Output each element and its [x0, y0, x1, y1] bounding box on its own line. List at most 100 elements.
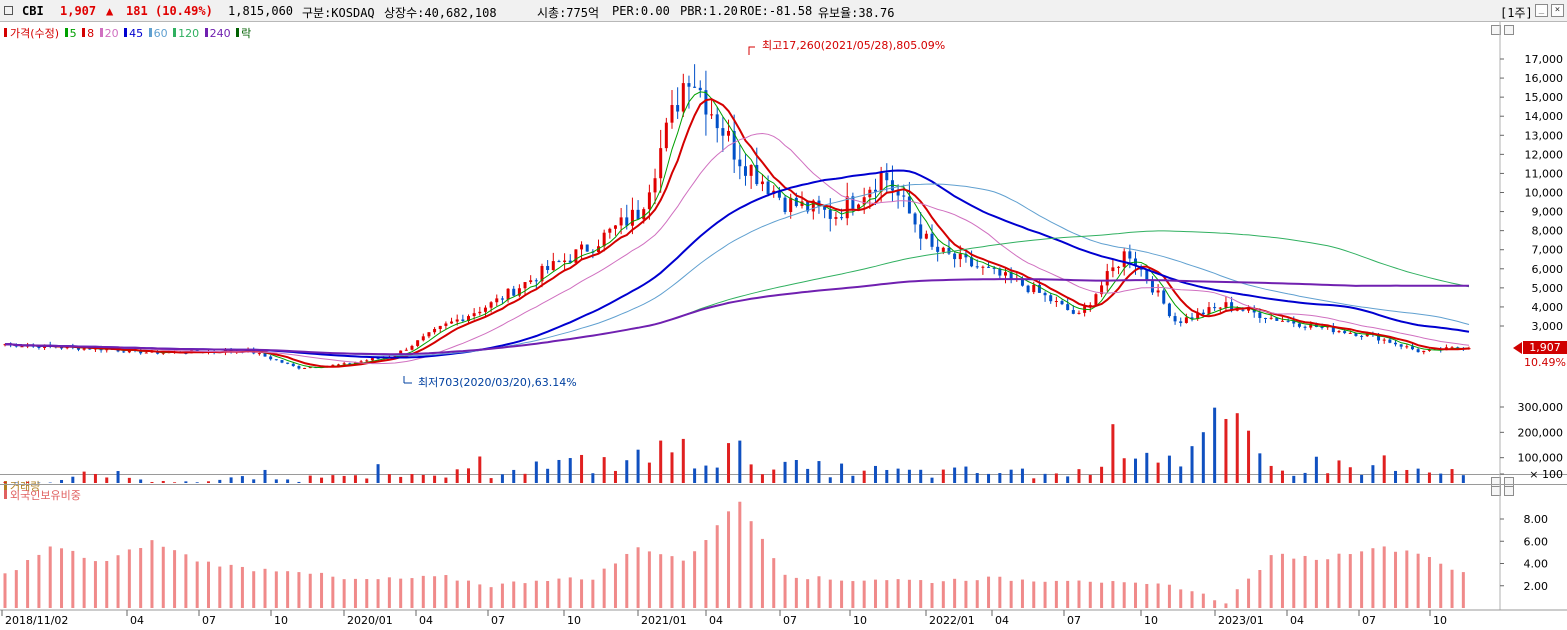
foreign-bar	[738, 501, 742, 608]
foreign-bar	[1066, 580, 1070, 608]
foreign-bar	[455, 580, 459, 608]
legend-item-ma45[interactable]: 45	[122, 27, 143, 40]
x-tick-label: 10	[853, 614, 867, 627]
period-selector[interactable]: [1주]	[1500, 6, 1533, 20]
x-tick-label: 07	[202, 614, 216, 627]
volume-value: 1,815,060	[228, 4, 294, 18]
legend-item-ma240[interactable]: 240	[203, 27, 231, 40]
foreign-bar	[263, 568, 267, 608]
close-button[interactable]: ×	[1551, 4, 1564, 17]
foreign-bar	[478, 584, 482, 608]
current-price-badge: 1,907	[1523, 341, 1567, 354]
foreign-bar	[1100, 582, 1104, 608]
foreign-tick-label: 2.00	[1524, 580, 1549, 593]
foreign-bar	[602, 568, 606, 608]
foreign-bar	[1224, 603, 1228, 608]
foreign-bar	[613, 563, 617, 608]
foreign-bar	[851, 581, 855, 608]
legend-item-ma5[interactable]: 5	[63, 27, 77, 40]
market-label: 구분:KOSDAQ	[302, 6, 375, 20]
foreign-bar	[1247, 578, 1251, 608]
foreign-bar	[320, 572, 324, 608]
x-tick-label: 04	[995, 614, 1009, 627]
foreign-bar	[218, 566, 222, 608]
volume-pane	[0, 475, 1567, 483]
x-tick-label: 04	[130, 614, 144, 627]
foreign-bar	[365, 579, 369, 608]
foreign-bar	[308, 573, 312, 608]
foreign-bar	[523, 583, 527, 608]
foreign-bar	[862, 580, 866, 608]
foreign-bar	[105, 560, 109, 608]
foreign-bar	[512, 581, 516, 608]
legend-item-ma20[interactable]: 20	[98, 27, 119, 40]
foreign-bar	[139, 547, 143, 608]
foreign-bar	[1450, 569, 1454, 608]
foreign-bar	[749, 521, 753, 608]
foreign-bar	[1111, 581, 1115, 608]
menu-square-icon[interactable]	[4, 6, 13, 15]
foreign-bar	[116, 555, 120, 608]
foreign-bar	[421, 575, 425, 608]
current-pct-label: 10.49%	[1524, 356, 1566, 369]
foreign-bar	[998, 576, 1002, 608]
price-value: 1,907	[60, 4, 97, 18]
foreign-bar	[467, 580, 471, 608]
foreign-bar	[1416, 553, 1420, 608]
foreign-bar	[625, 553, 629, 608]
x-tick-label: 10	[1433, 614, 1447, 627]
x-tick-label: 2020/01	[347, 614, 393, 627]
foreign-bar	[1190, 591, 1194, 608]
foreign-bar	[1427, 557, 1431, 608]
foreign-bar	[715, 525, 719, 608]
foreign-bar	[150, 540, 154, 608]
legend-item-ma120[interactable]: 120	[171, 27, 199, 40]
foreign-bar	[1303, 555, 1307, 608]
foreign-bar	[48, 546, 52, 608]
foreign-bar	[591, 579, 595, 608]
foreign-bar	[26, 560, 30, 608]
legend-item-ma60[interactable]: 60	[147, 27, 168, 40]
foreign-bar	[1461, 572, 1465, 608]
foreign-bar	[1371, 548, 1375, 608]
foreign-bar	[1292, 558, 1296, 608]
foreign-bar	[60, 548, 64, 608]
foreign-bar	[1032, 581, 1036, 608]
foreign-pane-maximize-icon[interactable]	[1504, 486, 1514, 496]
foreign-bar	[1088, 581, 1092, 608]
foreign-bar	[173, 550, 177, 608]
foreign-bar	[1145, 583, 1149, 608]
legend-item-ma8[interactable]: 8	[80, 27, 94, 40]
foreign-bar	[647, 551, 651, 608]
legend-item-price[interactable]: 가격(수정)	[4, 27, 59, 40]
foreign-bar	[693, 551, 697, 608]
foreign-bar	[331, 576, 335, 608]
foreign-bar	[286, 571, 290, 608]
foreign-bar	[387, 577, 391, 608]
legend-item-lock[interactable]: 락	[234, 27, 251, 40]
foreign-pane-minimize-icon[interactable]	[1491, 486, 1501, 496]
mcap-label: 시총:775억	[537, 6, 600, 20]
pane-minimize-icon[interactable]	[1491, 25, 1501, 35]
x-tick-label: 07	[1362, 614, 1376, 627]
foreign-bar	[376, 579, 380, 608]
pane-maximize-icon[interactable]	[1504, 25, 1514, 35]
foreign-plot	[3, 501, 1465, 608]
minimize-button[interactable]: _	[1535, 4, 1548, 17]
per-label: PER:0.00	[612, 4, 670, 18]
pane-divider[interactable]	[0, 474, 1567, 475]
foreign-bar	[636, 547, 640, 608]
foreign-bar	[794, 577, 798, 608]
foreign-bar	[353, 578, 357, 608]
foreign-bar	[1326, 559, 1330, 608]
x-tick-label: 07	[1067, 614, 1081, 627]
pane-divider[interactable]	[0, 484, 1567, 485]
foreign-bar	[342, 579, 346, 608]
foreign-bar	[127, 549, 131, 608]
foreign-bar	[941, 581, 945, 608]
foreign-bar	[1201, 593, 1205, 608]
foreign-bar	[930, 583, 934, 608]
foreign-bar	[1314, 559, 1318, 608]
foreign-bar	[3, 573, 7, 608]
foreign-bar	[1348, 554, 1352, 608]
